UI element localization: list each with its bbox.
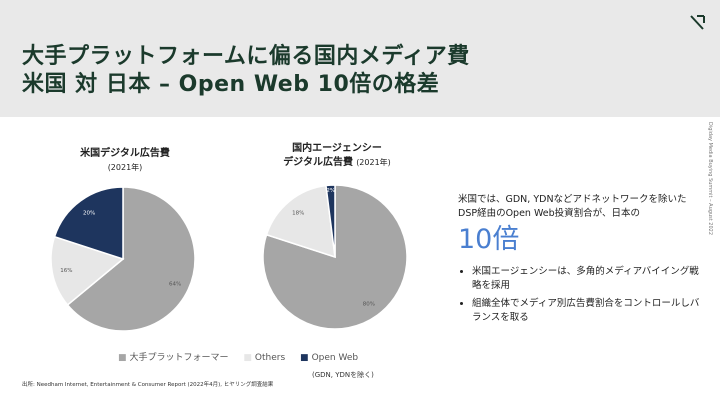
chart2-title-line1: 国内エージェンシー	[292, 143, 382, 154]
pie-jp-slice-openweb	[325, 184, 336, 258]
legend-label-others: Others	[254, 353, 286, 363]
pie-jp-label-platform: 80%	[363, 302, 375, 308]
legend-item-platform: ■ 大手プラットフォーマー	[118, 350, 229, 363]
header-banner: 大手プラットフォームに偏る国内メディア費 米国 対 日本 – Open Web …	[0, 0, 720, 117]
legend-swatch-openweb: ■	[300, 353, 309, 363]
pie-jp-label-openweb: 2%	[326, 188, 335, 194]
insight-bullet-1: 米国エージェンシーは、多角的メディアバイイング戦略を採用	[472, 265, 703, 293]
insight-bullet-2: 組織全体でメディア別広告費割合をコントロールしバランスを取る	[472, 297, 703, 325]
pie-us-label-openweb: 20%	[83, 210, 95, 216]
legend-swatch-others: ■	[243, 353, 252, 363]
pie-us-label-others: 16%	[60, 268, 72, 274]
insight-panel: 米国では、GDN, YDNなどアドネットワークを除いたDSP経由のOpen We…	[458, 193, 703, 329]
chart1-subtitle: (2021年)	[107, 163, 143, 172]
chart2-title: 国内エージェンシー デジタル広告費 (2021年)	[262, 142, 412, 170]
pie-jp-slice-others	[265, 184, 336, 259]
insight-bullets: 米国エージェンシーは、多角的メディアバイイング戦略を採用 組織全体でメディア別広…	[458, 265, 703, 325]
brand-logo-icon	[690, 15, 705, 30]
chart2-title-line2: デジタル広告費	[283, 157, 353, 168]
legend-item-others: ■ Others	[243, 353, 285, 363]
chart1-title-text: 米国デジタル広告費	[80, 148, 170, 159]
insight-highlight: 10倍	[458, 224, 520, 255]
chart2-subtitle: (2021年)	[356, 158, 391, 167]
side-event-text: Digiday Media Buying Summit – August 202…	[707, 122, 713, 235]
page-title-line1: 大手プラットフォームに偏る国内メディア費	[22, 44, 470, 69]
chart-note: (GDN, YDNを除く)	[312, 371, 374, 379]
legend-label-openweb: Open Web	[311, 353, 359, 363]
pie-chart-us: 64% 16% 20%	[50, 186, 196, 332]
source-citation: 出所: Needham Internet, Entertainment & Co…	[22, 382, 274, 388]
pie-chart-japan: 80% 18% 2%	[262, 184, 408, 330]
legend-item-openweb: ■ Open Web	[300, 353, 358, 363]
pie-us-slice-platform	[66, 186, 196, 332]
chart1-title: 米国デジタル広告費 (2021年)	[60, 147, 190, 175]
chart-legend: ■ 大手プラットフォーマー ■ Others ■ Open Web	[118, 350, 370, 364]
insight-text: 米国では、GDN, YDNなどアドネットワークを除いたDSP経由のOpen We…	[458, 194, 687, 219]
pie-us-label-platform: 64%	[169, 282, 181, 288]
legend-label-platform: 大手プラットフォーマー	[129, 353, 229, 363]
pie-jp-label-others: 18%	[292, 211, 304, 217]
pie-us-slice-openweb	[53, 186, 124, 261]
page-title-line2: 米国 対 日本 – Open Web 10倍の格差	[22, 72, 440, 97]
legend-swatch-platform: ■	[118, 353, 127, 363]
